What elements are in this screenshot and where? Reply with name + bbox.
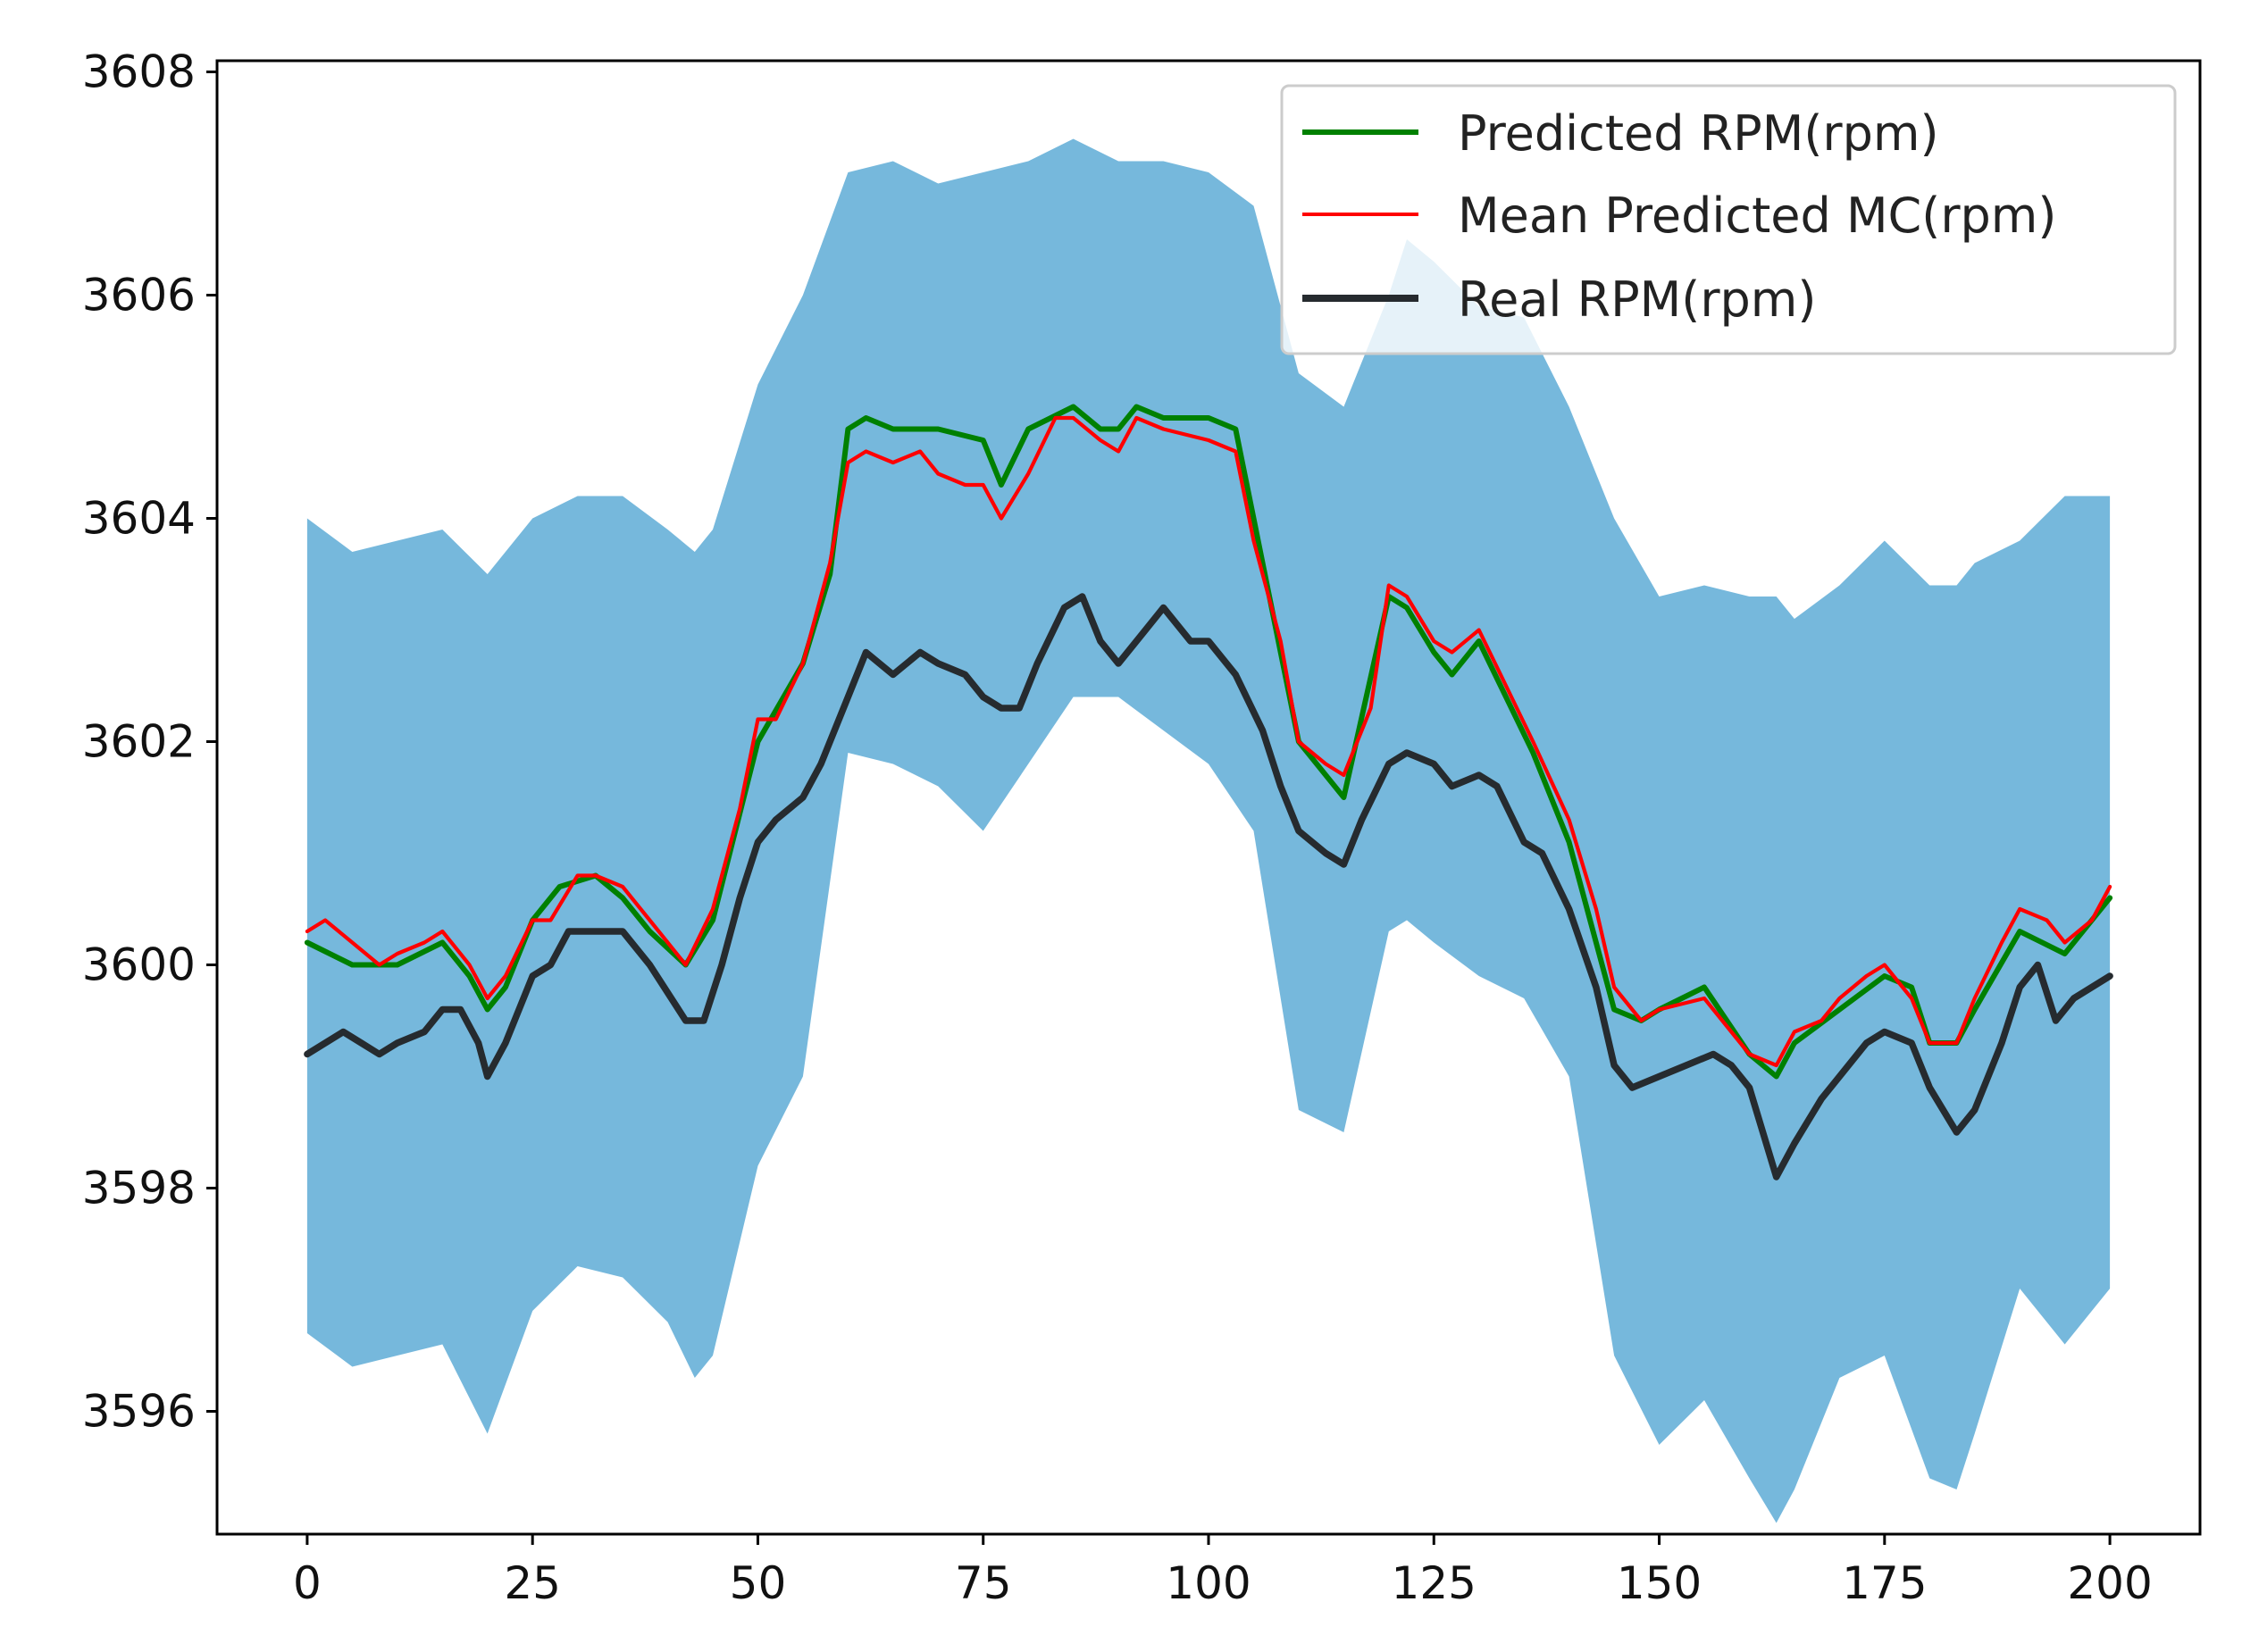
- y-axis: 3596 3598 3600 3602 3604 3606 3608: [82, 46, 217, 1438]
- x-tick-label: 75: [955, 1557, 1012, 1609]
- y-tick-label: 3604: [82, 493, 196, 545]
- y-tick-label: 3606: [82, 270, 196, 321]
- x-tick-label: 25: [504, 1557, 561, 1609]
- legend-label-predicted-rpm: Predicted RPM(rpm): [1458, 105, 1939, 162]
- x-tick-label: 150: [1617, 1557, 1702, 1609]
- mean-predicted-mc-line: [305, 415, 2112, 1068]
- x-tick-label: 125: [1392, 1557, 1477, 1609]
- x-axis: 0 25 50 75 100 125 150 175 200: [293, 1534, 2153, 1609]
- y-tick-label: 3596: [82, 1386, 196, 1438]
- legend-label-real-rpm: Real RPM(rpm): [1458, 271, 1816, 328]
- series-layer: [304, 404, 2113, 1181]
- x-tick-label: 0: [293, 1557, 322, 1609]
- legend: Predicted RPM(rpm) Mean Predicted MC(rpm…: [1280, 84, 2177, 355]
- x-tick-label: 175: [1842, 1557, 1927, 1609]
- y-tick-label: 3598: [82, 1163, 196, 1214]
- x-tick-label: 50: [730, 1557, 787, 1609]
- predicted-rpm-line: [304, 404, 2113, 1080]
- y-tick-label: 3600: [82, 939, 196, 991]
- real-rpm-line: [304, 593, 2113, 1181]
- legend-box: [1280, 84, 2177, 355]
- y-tick-label: 3602: [82, 716, 196, 768]
- y-tick-label: 3608: [82, 46, 196, 98]
- x-tick-label: 200: [2067, 1557, 2152, 1609]
- x-tick-label: 100: [1166, 1557, 1251, 1609]
- legend-label-mean-predicted-mc: Mean Predicted MC(rpm): [1458, 188, 2056, 244]
- uncertainty-band: [306, 138, 2111, 1523]
- uncertainty-band-layer: [306, 138, 2111, 1523]
